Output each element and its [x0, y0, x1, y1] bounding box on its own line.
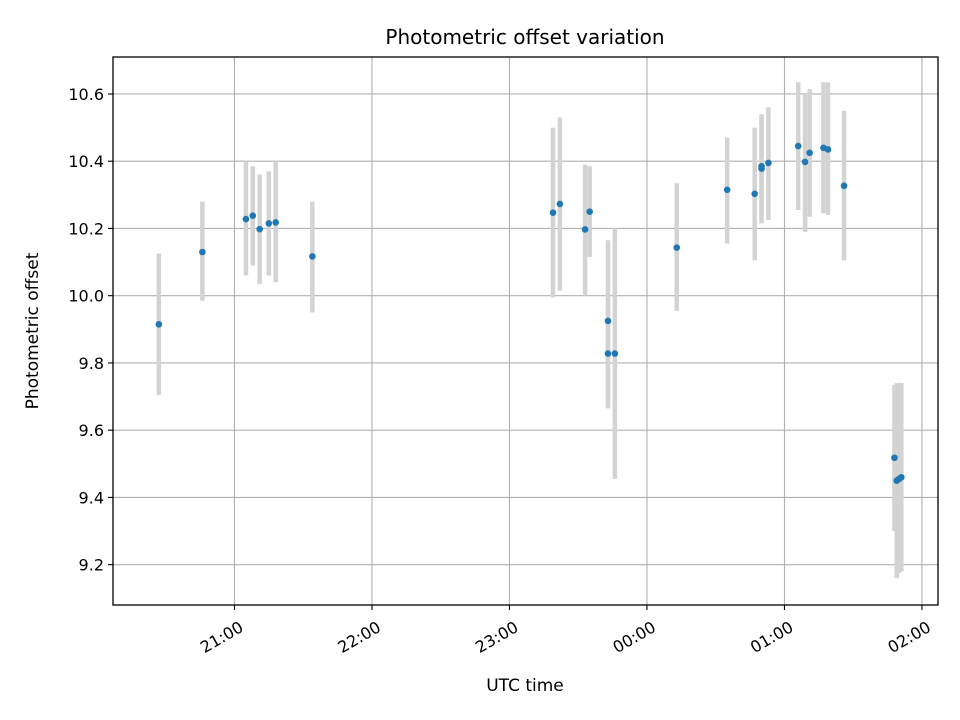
data-point	[673, 244, 681, 251]
plot-frame	[112, 56, 939, 606]
data-point	[840, 182, 848, 190]
y-tick-label: 10.2	[68, 219, 104, 238]
data-point	[249, 212, 257, 219]
data-point	[898, 473, 905, 481]
data-point	[801, 158, 809, 166]
y-tick-label: 10.6	[68, 85, 104, 104]
data-point	[758, 165, 765, 172]
data-point	[199, 248, 206, 256]
data-point	[751, 190, 758, 198]
data-point	[581, 226, 589, 233]
data-points	[155, 142, 905, 484]
data-point	[586, 208, 593, 215]
data-point	[611, 350, 619, 357]
data-point	[806, 149, 813, 157]
data-point	[155, 320, 163, 328]
y-tick-label: 9.8	[79, 354, 104, 373]
y-tick-label: 10.4	[68, 152, 104, 171]
data-point	[604, 317, 612, 325]
data-point	[265, 220, 273, 227]
data-point	[891, 454, 898, 462]
chart-title: Photometric offset variation	[385, 25, 664, 49]
data-point	[556, 200, 564, 208]
y-tick-label: 10.0	[68, 287, 104, 306]
grid	[113, 57, 938, 605]
data-point	[256, 225, 263, 233]
data-point	[723, 186, 731, 194]
data-point	[765, 159, 772, 167]
data-point	[309, 253, 316, 260]
data-point	[794, 142, 802, 150]
y-axis: 9.2 9.4 9.6 9.8 10.0 10.2 10.4 10.6	[68, 85, 113, 575]
y-tick-label: 9.6	[79, 421, 104, 440]
plot-area	[113, 57, 938, 605]
data-point	[604, 350, 612, 357]
data-point	[242, 215, 250, 223]
y-tick-label: 9.2	[79, 556, 104, 575]
data-point	[549, 209, 557, 216]
y-tick-label: 9.4	[79, 488, 104, 507]
y-axis-label: Photometric offset	[23, 252, 43, 409]
data-point	[824, 146, 832, 153]
x-axis-label: UTC time	[486, 676, 564, 696]
data-point	[272, 219, 280, 226]
